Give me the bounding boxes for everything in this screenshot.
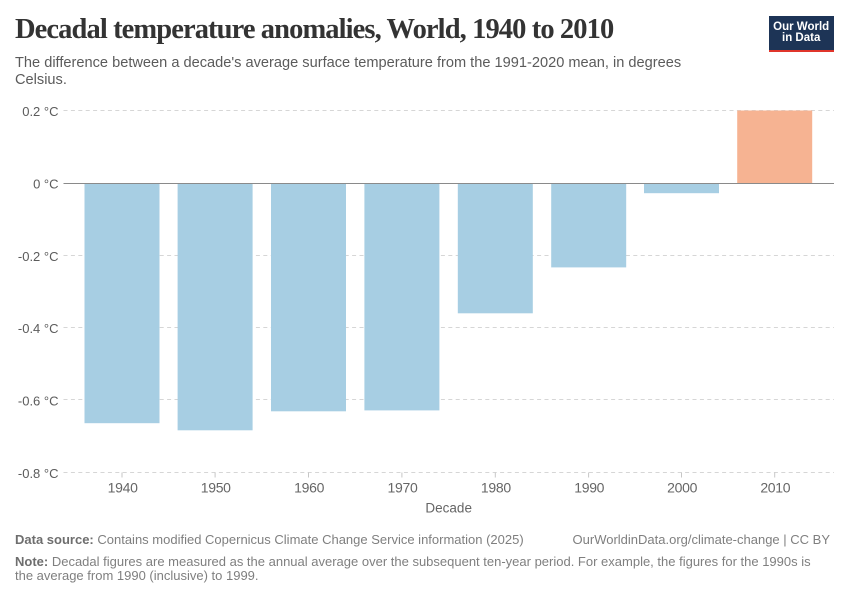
svg-text:1940: 1940 <box>108 479 138 495</box>
svg-text:-0.8 °C: -0.8 °C <box>18 466 59 481</box>
svg-text:1990: 1990 <box>574 479 604 495</box>
svg-text:0.2 °C: 0.2 °C <box>22 104 58 119</box>
svg-text:2010: 2010 <box>760 479 790 495</box>
svg-text:1970: 1970 <box>388 479 418 495</box>
svg-text:1980: 1980 <box>481 479 511 495</box>
svg-text:1950: 1950 <box>201 479 231 495</box>
svg-text:Decade: Decade <box>425 500 472 515</box>
svg-text:-0.2 °C: -0.2 °C <box>18 249 59 264</box>
svg-text:-0.6 °C: -0.6 °C <box>18 394 59 409</box>
svg-text:2000: 2000 <box>667 479 697 495</box>
svg-text:1960: 1960 <box>294 479 324 495</box>
svg-text:0 °C: 0 °C <box>33 177 58 192</box>
svg-text:-0.4 °C: -0.4 °C <box>18 321 59 336</box>
